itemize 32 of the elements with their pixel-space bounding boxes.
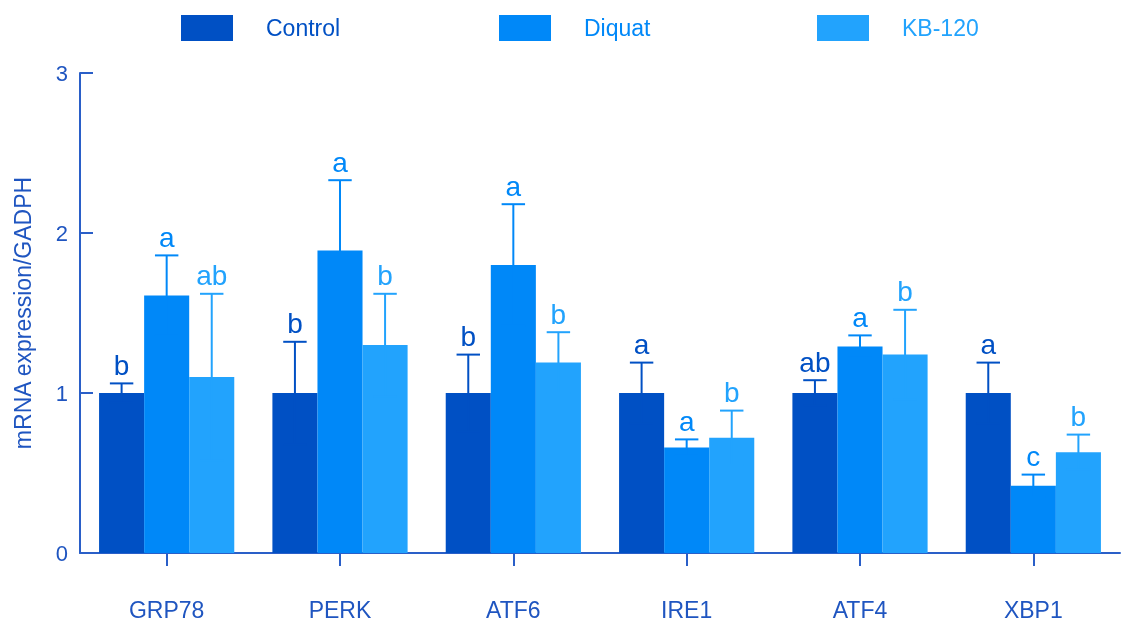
data-label: b [723,377,740,409]
data-label: a [158,221,175,253]
data-label: b [287,308,303,340]
x-tick-label: PERK [308,596,372,623]
data-label: b [1070,401,1087,433]
data-label: a [633,329,650,361]
x-tick-label: XBP1 [1003,596,1063,623]
x-tick-label: ATF4 [832,596,888,623]
data-label: b [550,298,567,330]
data-label: b [460,321,477,353]
data-label: a [505,170,522,202]
legend-label: KB-120 [902,15,979,41]
x-tick-label: IRE1 [661,596,713,623]
data-label: b [113,349,130,381]
y-tick-label: 0 [55,540,68,566]
y-tick-label: 2 [55,220,68,246]
data-label: a [332,146,349,178]
y-tick-label: 1 [55,380,68,406]
data-label: ab [799,346,831,378]
legend-label: Control [266,15,341,41]
data-label: b [377,260,393,292]
data-label: c [1026,441,1041,473]
y-tick-label: 3 [55,60,68,86]
y-axis-title: mRNA expression/GADPH [9,176,36,450]
data-label: b [897,276,913,308]
data-label: ab [196,260,228,292]
x-tick-label: ATF6 [486,596,541,623]
data-label: a [678,405,695,437]
x-tick-label: GRP78 [128,596,205,623]
data-label: a [980,329,997,361]
legend-label: Diquat [584,15,652,41]
data-label: a [852,301,869,333]
